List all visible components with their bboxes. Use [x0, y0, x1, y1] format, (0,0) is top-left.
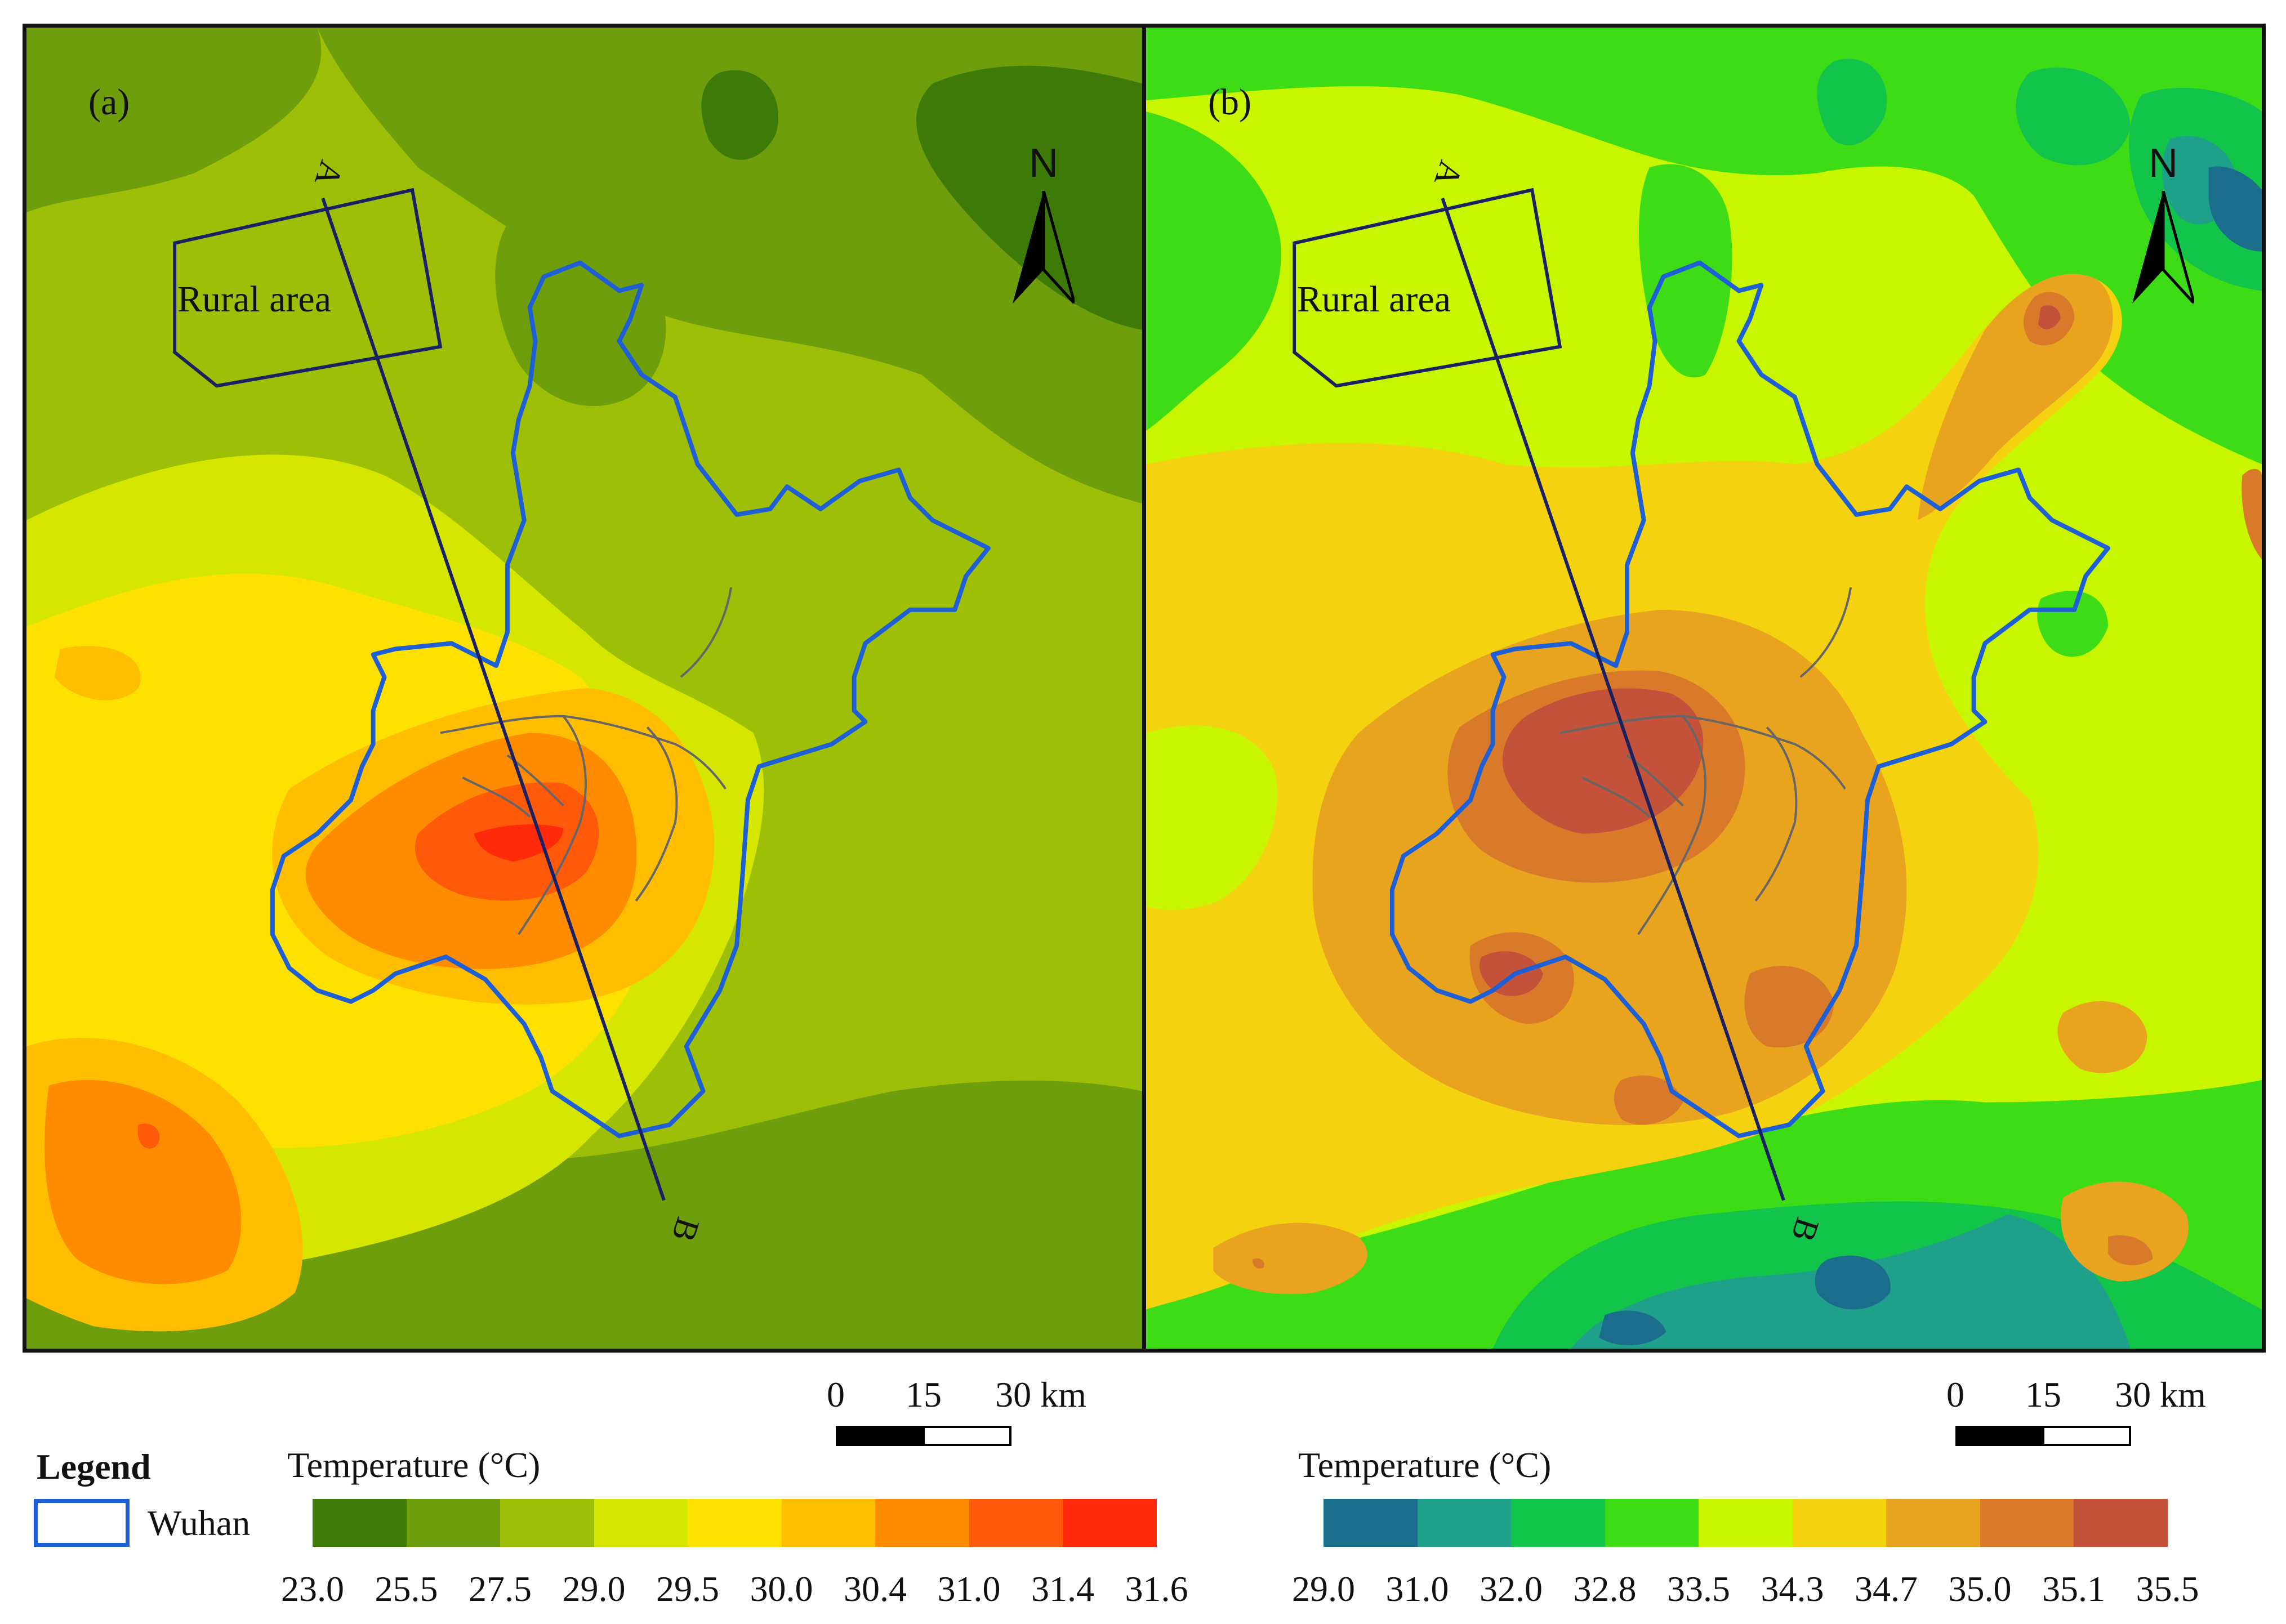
colorbar-a-tick-label: 31.6 [1125, 1569, 1188, 1609]
colorbar-b-tick-label: 34.3 [1761, 1569, 1824, 1609]
colorbar-a [313, 1499, 1157, 1547]
colorbar-b-swatch-0 [1324, 1499, 1418, 1547]
colorbar-b-swatch-1 [1417, 1499, 1511, 1547]
map-panel-a: (a) Rural area A B N [23, 24, 1146, 1353]
panel-a-label: (a) [88, 82, 130, 123]
legend-title: Legend [37, 1447, 151, 1487]
colorbar-b-swatch-5 [1792, 1499, 1886, 1547]
colorbar-a-title: Temperature (°C) [287, 1445, 541, 1485]
colorbar-b-swatch-3 [1605, 1499, 1699, 1547]
north-arrow-b: N [2127, 140, 2200, 309]
north-label-b: N [2149, 141, 2178, 186]
colorbar-a-swatch-7 [969, 1499, 1063, 1547]
colorbar-b-tick-label: 34.7 [1855, 1569, 1918, 1609]
colorbar-b-tick-label: 32.0 [1480, 1569, 1543, 1609]
temperature-map-a [26, 28, 1142, 1349]
colorbar-a-swatch-5 [781, 1499, 875, 1547]
temperature-map-b [1146, 28, 2262, 1349]
scale-bar-a: 0 15 30 km [827, 1374, 1086, 1470]
colorbar-a-tick-label: 27.5 [469, 1569, 532, 1609]
colorbar-a-swatch-1 [406, 1499, 500, 1547]
rural-area-label-b: Rural area [1297, 279, 1451, 320]
colorbar-b-swatch-4 [1699, 1499, 1793, 1547]
scale-label-15: 15 [2025, 1375, 2061, 1415]
legend-wuhan-label: Wuhan [148, 1503, 251, 1543]
colorbar-b-title: Temperature (°C) [1298, 1445, 1552, 1485]
north-label-a: N [1029, 141, 1058, 186]
scale-label-30: 30 km [2115, 1375, 2206, 1415]
scale-label-0: 0 [1946, 1375, 1964, 1415]
north-arrow-icon [2132, 191, 2194, 304]
scale-segment-black [836, 1426, 925, 1446]
scale-label-15: 15 [906, 1375, 942, 1415]
scale-bar-b: 0 15 30 km [1946, 1374, 2206, 1470]
map-panel-b: (b) Rural area A B N [1142, 24, 2266, 1353]
panel-b-label: (b) [1208, 82, 1251, 123]
colorbar-b-tick-label: 31.0 [1385, 1569, 1449, 1609]
colorbar-a-tick-label: 23.0 [281, 1569, 344, 1609]
colorbar-a-tick-label: 30.4 [844, 1569, 907, 1609]
scale-label-30: 30 km [995, 1375, 1086, 1415]
colorbar-b-swatch-6 [1886, 1499, 1980, 1547]
colorbar-a-tick-label: 25.5 [375, 1569, 438, 1609]
colorbar-a-swatch-4 [688, 1499, 782, 1547]
colorbar-a-swatch-6 [875, 1499, 969, 1547]
colorbar-a-swatch-8 [1063, 1499, 1157, 1547]
north-arrow-icon [1013, 191, 1075, 304]
colorbar-a-swatch-3 [594, 1499, 688, 1547]
colorbar-b [1324, 1499, 2168, 1547]
north-arrow-a: N [1007, 140, 1080, 309]
colorbar-b-tick-label: 35.5 [2136, 1569, 2199, 1609]
colorbar-a-tick-label: 30.0 [750, 1569, 813, 1609]
legend-wuhan-swatch [34, 1499, 130, 1547]
colorbar-b-swatch-2 [1511, 1499, 1605, 1547]
colorbar-a-swatch-2 [500, 1499, 594, 1547]
colorbar-b-tick-label: 29.0 [1292, 1569, 1355, 1609]
rural-area-label-a: Rural area [177, 279, 331, 320]
colorbar-b-tick-label: 35.1 [2042, 1569, 2105, 1609]
colorbar-a-tick-label: 31.4 [1031, 1569, 1094, 1609]
colorbar-a-tick-label: 29.5 [656, 1569, 719, 1609]
colorbar-b-swatch-8 [2074, 1499, 2168, 1547]
colorbar-a-tick-label: 29.0 [562, 1569, 626, 1609]
colorbar-b-tick-label: 33.5 [1667, 1569, 1730, 1609]
scale-segment-white [923, 1426, 1011, 1446]
colorbar-b-tick-label: 32.8 [1573, 1569, 1637, 1609]
scale-label-0: 0 [827, 1375, 845, 1415]
colorbar-b-swatch-7 [1980, 1499, 2074, 1547]
colorbar-a-tick-label: 31.0 [937, 1569, 1001, 1609]
scale-segment-black [1955, 1426, 2044, 1446]
colorbar-b-tick-label: 35.0 [1948, 1569, 2012, 1609]
colorbar-a-swatch-0 [313, 1499, 407, 1547]
scale-segment-white [2042, 1426, 2131, 1446]
